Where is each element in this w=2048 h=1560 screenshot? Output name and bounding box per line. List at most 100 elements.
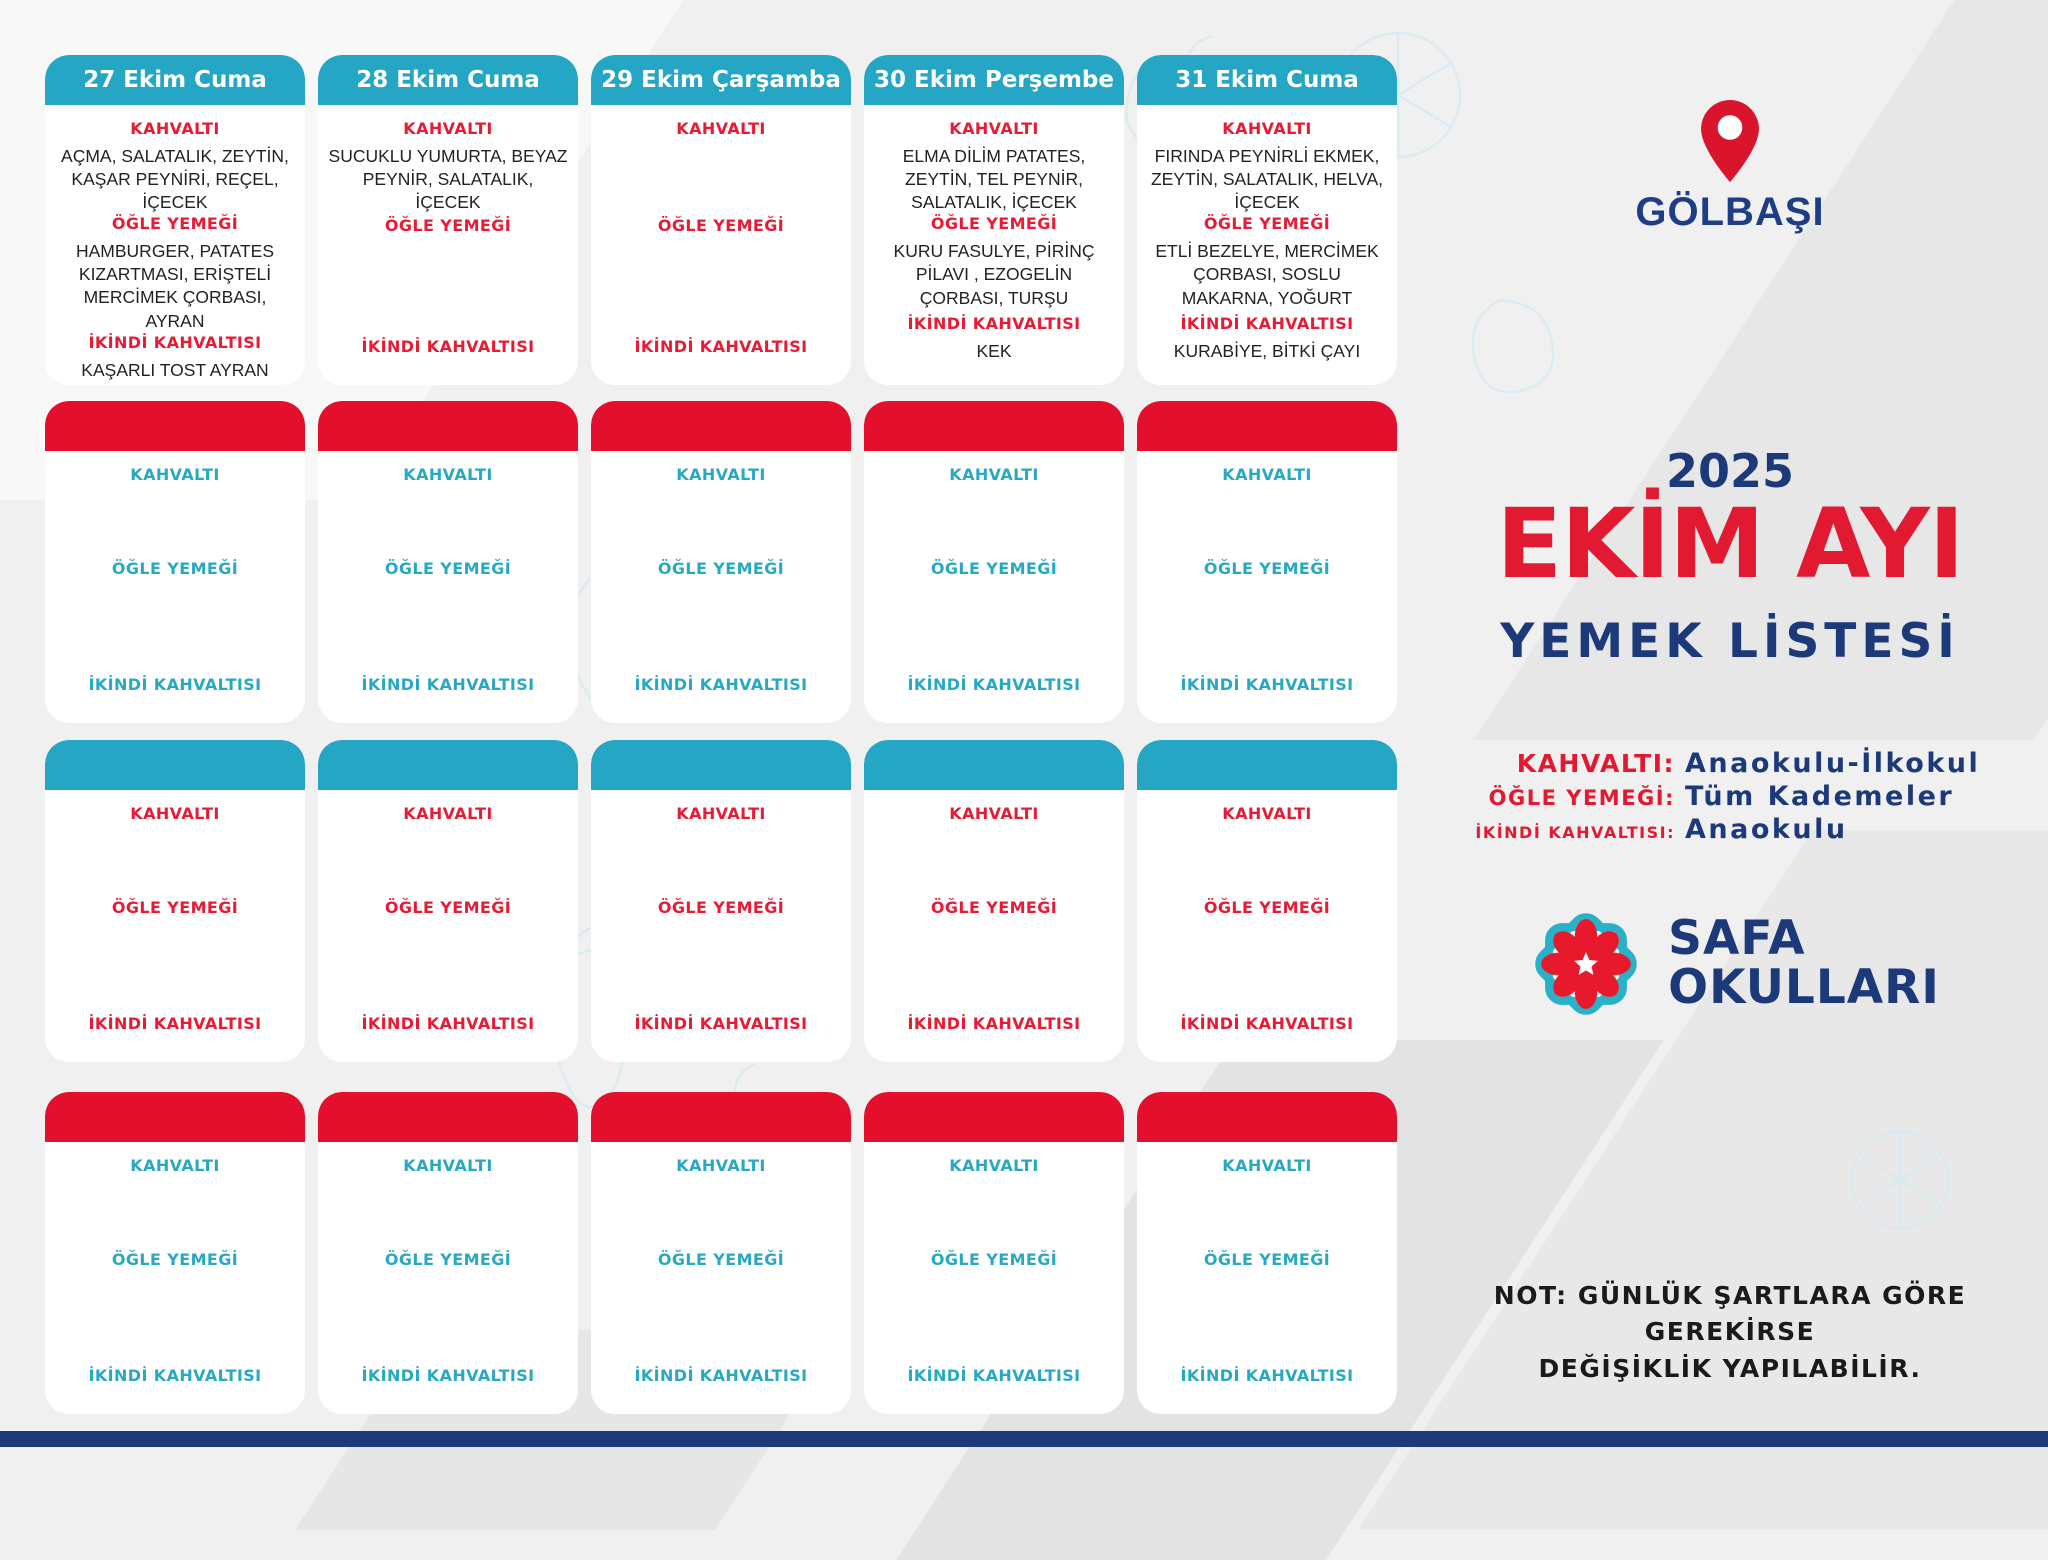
lunch-section: ÖĞLE YEMEĞİ <box>874 1250 1114 1348</box>
snack-label: İKİNDİ KAHVALTISI <box>634 1014 808 1034</box>
breakfast-label: KAHVALTI <box>949 1156 1039 1175</box>
lunch-label: ÖĞLE YEMEĞİ <box>657 897 785 917</box>
day-card-body: KAHVALTI ÖĞLE YEMEĞİ İKİNDİ KAHVALTISI <box>45 790 305 1062</box>
lunch-label: ÖĞLE YEMEĞİ <box>111 1249 239 1269</box>
day-card-header <box>1137 401 1397 451</box>
day-card: KAHVALTI ÖĞLE YEMEĞİ İKİNDİ KAHVALTISI <box>864 740 1124 1062</box>
day-card-body: KAHVALTI ÖĞLE YEMEĞİ İKİNDİ KAHVALTISI <box>45 1142 305 1414</box>
breakfast-section: KAHVALTI AÇMA, SALATALIK, ZEYTİN, KAŞAR … <box>55 119 295 214</box>
snack-label: İKİNDİ KAHVALTISI <box>88 332 262 352</box>
day-card: KAHVALTI ÖĞLE YEMEĞİ İKİNDİ KAHVALTISI <box>864 1092 1124 1414</box>
menu-row: 27 Ekim Cuma KAHVALTI AÇMA, SALATALIK, Z… <box>45 55 1397 385</box>
breakfast-label: KAHVALTI <box>403 1156 493 1175</box>
day-card-header <box>45 1092 305 1142</box>
snack-section: İKİNDİ KAHVALTISI <box>601 1347 841 1392</box>
snack-section: İKİNDİ KAHVALTISI <box>328 995 568 1040</box>
snack-section: İKİNDİ KAHVALTISI <box>328 317 568 363</box>
lunch-items: ETLİ BEZELYE, MERCİMEK ÇORBASI, SOSLU MA… <box>1155 241 1379 308</box>
snack-label: İKİNDİ KAHVALTISI <box>907 1366 1081 1386</box>
breakfast-label: KAHVALTI <box>1222 119 1312 138</box>
day-card-body: KAHVALTI ÖĞLE YEMEĞİ İKİNDİ KAHVALTISI <box>1137 451 1397 723</box>
lunch-label: ÖĞLE YEMEĞİ <box>930 1249 1058 1269</box>
lunch-label: ÖĞLE YEMEĞİ <box>930 897 1058 917</box>
breakfast-section: KAHVALTI <box>874 465 1114 559</box>
day-card: KAHVALTI ÖĞLE YEMEĞİ İKİNDİ KAHVALTISI <box>45 1092 305 1414</box>
snack-section: İKİNDİ KAHVALTISI <box>874 995 1114 1040</box>
snack-section: İKİNDİ KAHVALTISI <box>1147 656 1387 701</box>
snack-label: İKİNDİ KAHVALTISI <box>88 675 262 695</box>
lunch-section: ÖĞLE YEMEĞİ <box>1147 898 1387 996</box>
lunch-section: ÖĞLE YEMEĞİ <box>328 1250 568 1348</box>
day-card: KAHVALTI ÖĞLE YEMEĞİ İKİNDİ KAHVALTISI <box>318 401 578 723</box>
day-card-header <box>591 401 851 451</box>
lunch-section: ÖĞLE YEMEĞİ <box>328 216 568 317</box>
bottom-bar <box>0 1431 2048 1447</box>
lunch-label: ÖĞLE YEMEĞİ <box>1203 558 1331 578</box>
lunch-section: ÖĞLE YEMEĞİ <box>55 559 295 657</box>
day-card-body: KAHVALTI ÖĞLE YEMEĞİ İKİNDİ KAHVALTISI <box>591 790 851 1062</box>
breakfast-label: KAHVALTI <box>676 465 766 484</box>
breakfast-section: KAHVALTI <box>1147 1156 1387 1250</box>
lunch-section: ÖĞLE YEMEĞİ KURU FASULYE, PİRİNÇ PİLAVI … <box>874 214 1114 314</box>
school-logo-icon <box>1535 913 1637 1015</box>
breakfast-items: ELMA DİLİM PATATES, ZEYTİN, TEL PEYNİR, … <box>902 146 1086 213</box>
day-card-body: KAHVALTI ÖĞLE YEMEĞİ İKİNDİ KAHVALTISI <box>864 451 1124 723</box>
breakfast-label: KAHVALTI <box>1222 804 1312 823</box>
day-card-header <box>591 740 851 790</box>
day-card-header <box>45 740 305 790</box>
snack-items: KEK <box>976 340 1012 361</box>
day-date-label: 28 Ekim Cuma <box>356 67 540 93</box>
snack-label: İKİNDİ KAHVALTISI <box>88 1366 262 1386</box>
menu-row: KAHVALTI ÖĞLE YEMEĞİ İKİNDİ KAHVALTISI K… <box>45 401 1397 723</box>
legend-lunch-value: Tüm Kademeler <box>1685 781 1955 812</box>
day-card-header <box>864 740 1124 790</box>
menu-row: KAHVALTI ÖĞLE YEMEĞİ İKİNDİ KAHVALTISI K… <box>45 1092 1397 1414</box>
title-block: 2025 EKİM AYI YEMEK LİSTESİ <box>1430 448 2030 665</box>
breakfast-section: KAHVALTI <box>55 1156 295 1250</box>
lunch-label: ÖĞLE YEMEĞİ <box>384 215 512 235</box>
day-card-body: KAHVALTI ÖĞLE YEMEĞİ İKİNDİ KAHVALTISI <box>591 451 851 723</box>
lunch-label: ÖĞLE YEMEĞİ <box>930 558 1058 578</box>
lunch-section: ÖĞLE YEMEĞİ <box>601 898 841 996</box>
snack-section: İKİNDİ KAHVALTISI <box>601 656 841 701</box>
day-card-body: KAHVALTI SUCUKLU YUMURTA, BEYAZ PEYNİR, … <box>318 105 578 385</box>
snack-label: İKİNDİ KAHVALTISI <box>88 1014 262 1034</box>
day-card-body: KAHVALTI FIRINDA PEYNİRLİ EKMEK, ZEYTİN,… <box>1137 105 1397 385</box>
breakfast-label: KAHVALTI <box>676 119 766 138</box>
lunch-section: ÖĞLE YEMEĞİ <box>55 898 295 996</box>
lunch-section: ÖĞLE YEMEĞİ <box>601 216 841 317</box>
lunch-label: ÖĞLE YEMEĞİ <box>384 558 512 578</box>
menu-grid: 27 Ekim Cuma KAHVALTI AÇMA, SALATALIK, Z… <box>45 55 1397 1414</box>
snack-label: İKİNDİ KAHVALTISI <box>907 313 1081 333</box>
snack-section: İKİNDİ KAHVALTISI <box>55 656 295 701</box>
day-card-body: KAHVALTI ELMA DİLİM PATATES, ZEYTİN, TEL… <box>864 105 1124 385</box>
breakfast-label: KAHVALTI <box>130 1156 220 1175</box>
lunch-label: ÖĞLE YEMEĞİ <box>384 897 512 917</box>
day-date-label: 29 Ekim Çarşamba <box>601 67 841 93</box>
snack-label: İKİNDİ KAHVALTISI <box>361 1014 535 1034</box>
snack-section: İKİNDİ KAHVALTISI <box>328 1347 568 1392</box>
breakfast-section: KAHVALTI <box>1147 804 1387 898</box>
snack-label: İKİNDİ KAHVALTISI <box>907 1014 1081 1034</box>
snack-label: İKİNDİ KAHVALTISI <box>1180 1366 1354 1386</box>
year-title: 2025 <box>1665 444 1795 498</box>
snack-label: İKİNDİ KAHVALTISI <box>361 337 535 357</box>
snack-section: İKİNDİ KAHVALTISI <box>328 656 568 701</box>
day-card-header: 31 Ekim Cuma <box>1137 55 1397 105</box>
snack-label: İKİNDİ KAHVALTISI <box>634 675 808 695</box>
snack-section: İKİNDİ KAHVALTISI <box>55 995 295 1040</box>
day-card-body: KAHVALTI ÖĞLE YEMEĞİ İKİNDİ KAHVALTISI <box>1137 790 1397 1062</box>
breakfast-section: KAHVALTI <box>55 804 295 898</box>
day-card-header <box>318 740 578 790</box>
breakfast-label: KAHVALTI <box>130 465 220 484</box>
lunch-section: ÖĞLE YEMEĞİ <box>601 1250 841 1348</box>
legend: KAHVALTI: Anaokulu-İlkokul ÖĞLE YEMEĞİ: … <box>1430 748 2030 847</box>
lunch-section: ÖĞLE YEMEĞİ <box>874 898 1114 996</box>
snack-label: İKİNDİ KAHVALTISI <box>907 675 1081 695</box>
lunch-section: ÖĞLE YEMEĞİ <box>328 898 568 996</box>
school-brand: SAFA OKULLARI <box>1430 898 2030 1030</box>
day-card-body: KAHVALTI ÖĞLE YEMEĞİ İKİNDİ KAHVALTISI <box>45 451 305 723</box>
snack-section: İKİNDİ KAHVALTISI <box>1147 1347 1387 1392</box>
breakfast-section: KAHVALTI <box>55 465 295 559</box>
day-card: KAHVALTI ÖĞLE YEMEĞİ İKİNDİ KAHVALTISI <box>864 401 1124 723</box>
